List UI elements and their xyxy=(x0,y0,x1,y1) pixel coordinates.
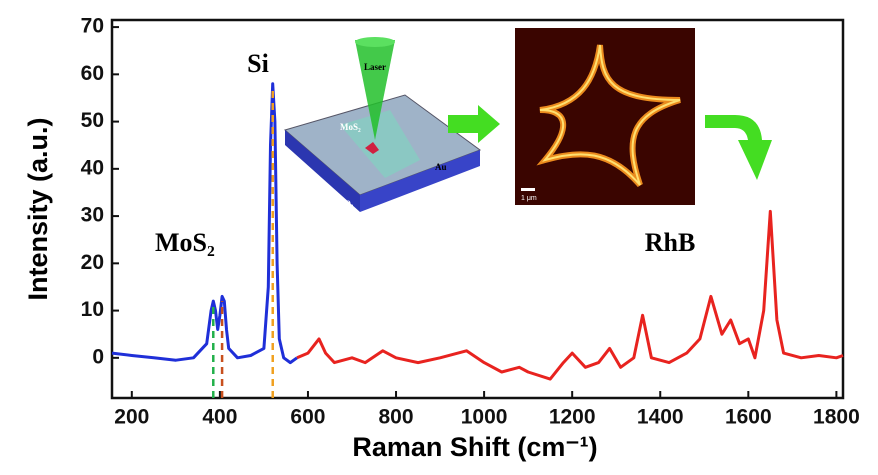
inset-label: Si xyxy=(310,209,317,218)
inset-label: Laser xyxy=(364,62,386,72)
y-tick-label: 10 xyxy=(81,298,104,321)
x-tick-label: 200 xyxy=(114,406,149,429)
scale-bar-label: 1 μm xyxy=(521,195,537,202)
x-tick-label: 1800 xyxy=(813,406,860,429)
annotation: Si xyxy=(247,49,269,78)
inset-label: MoS₂ xyxy=(340,122,361,132)
inset-label: Au xyxy=(435,162,447,172)
y-tick-label: 70 xyxy=(81,15,104,38)
image-inset: 1 μm xyxy=(515,28,695,205)
x-tick-label: 600 xyxy=(290,406,325,429)
y-tick-label: 30 xyxy=(81,204,104,227)
spectrum-line xyxy=(297,211,843,379)
annotation: RhB xyxy=(645,228,696,257)
y-tick-label: 60 xyxy=(81,62,104,85)
y-tick-label: 0 xyxy=(92,345,104,368)
spectrum-line xyxy=(112,84,297,363)
y-axis-title: Intensity (a.u.) xyxy=(23,117,53,300)
y-tick-label: 20 xyxy=(81,251,104,274)
x-tick-label: 1000 xyxy=(461,406,508,429)
arrow xyxy=(705,115,772,180)
x-tick-label: 1600 xyxy=(725,406,772,429)
x-axis-title: Raman Shift (cm⁻¹) xyxy=(352,432,597,462)
y-tick-label: 50 xyxy=(81,109,104,132)
x-tick-label: 400 xyxy=(202,406,237,429)
x-tick-label: 1200 xyxy=(549,406,596,429)
chart: Raman Shift (cm⁻¹) Intensity (a.u.) Lase… xyxy=(0,0,878,470)
y-tick-label: 40 xyxy=(81,156,104,179)
plot-frame xyxy=(112,20,843,398)
x-tick-label: 1400 xyxy=(637,406,684,429)
inset-label: SiO₂ xyxy=(338,199,354,208)
annotation: MoS₂ xyxy=(155,228,215,257)
x-tick-label: 800 xyxy=(379,406,414,429)
